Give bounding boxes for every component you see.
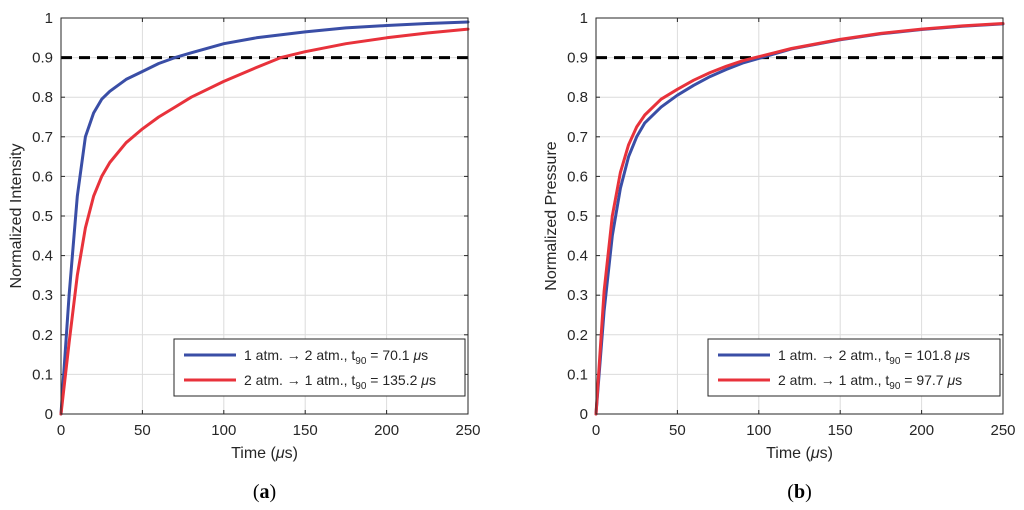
legend-unit: s (429, 372, 436, 388)
legend-box (707, 338, 1001, 397)
x-tick-label: 250 (990, 422, 1015, 439)
legend-unit: s (963, 347, 970, 363)
x-axis-label-unit: s) (285, 445, 298, 462)
y-tick-label: 0.3 (567, 287, 588, 304)
x-axis-label-mu: μ (275, 445, 285, 462)
panel-label-letter: a (260, 481, 270, 503)
panel-label: (b) (787, 481, 811, 503)
panel-label-paren-open: ( (253, 481, 260, 503)
panel-label-paren-open: ( (787, 481, 794, 503)
x-tick-label: 250 (455, 422, 480, 439)
y-tick-label: 0.2 (32, 327, 53, 344)
legend-subscript: 90 (355, 356, 367, 367)
y-tick-label: 0 (580, 406, 588, 423)
legend-unit: s (421, 347, 428, 363)
x-tick-label: 0 (592, 422, 600, 439)
y-tick-label: 1 (45, 10, 53, 27)
panel-label-paren-close: ) (270, 481, 277, 503)
x-axis-label-main: Time ( (766, 445, 811, 462)
panel-label: (a) (253, 481, 276, 503)
y-tick-label: 0 (45, 406, 53, 423)
legend-mu: μ (946, 372, 955, 388)
x-axis-label-mu: μ (810, 445, 820, 462)
y-axis-label: Normalized Intensity (8, 144, 25, 289)
legend-label-1: 1 atm. → 2 atm., t90 = 70.1 μs (244, 347, 428, 367)
y-tick-label: 0.5 (567, 208, 588, 225)
legend-text-prefix: 2 atm. → 1 atm., t (244, 372, 355, 388)
x-axis-label-main: Time ( (231, 445, 276, 462)
legend-text-prefix: 1 atm. → 2 atm., t (244, 347, 355, 363)
series-line-2 (594, 22, 1005, 416)
x-tick-label: 50 (669, 422, 686, 439)
y-tick-label: 0.4 (32, 248, 53, 265)
legend: 1 atm. → 2 atm., t90 = 101.8 μs2 atm. → … (707, 338, 1001, 397)
legend-mu: μ (420, 372, 429, 388)
legend-text-value: = 135.2 (366, 372, 421, 388)
x-tick-label: 100 (211, 422, 236, 439)
x-tick-label: 50 (134, 422, 151, 439)
legend-subscript: 90 (889, 356, 901, 367)
y-tick-label: 0.9 (567, 50, 588, 67)
legend-text-value: = 70.1 (366, 347, 413, 363)
y-tick-label: 0.4 (567, 248, 588, 265)
y-tick-label: 0.6 (567, 168, 588, 185)
x-axis-label: Time (μs) (766, 445, 833, 462)
axes-box (60, 17, 469, 415)
legend-text-prefix: 1 atm. → 2 atm., t (778, 347, 889, 363)
axes-box (595, 17, 1004, 415)
y-tick-label: 1 (580, 10, 588, 27)
legend-subscript: 90 (889, 381, 901, 392)
legend-text-value: = 97.7 (900, 372, 947, 388)
legend-box (173, 338, 466, 397)
series-line-1 (59, 20, 470, 416)
x-axis-label-unit: s) (820, 445, 833, 462)
y-tick-label: 0.7 (32, 129, 53, 146)
y-tick-label: 0.1 (567, 366, 588, 383)
legend-label-2: 2 atm. → 1 atm., t90 = 135.2 μs (244, 372, 436, 392)
legend-text-prefix: 2 atm. → 1 atm., t (778, 372, 889, 388)
panel-label-letter: b (794, 481, 805, 503)
legend-label-1: 1 atm. → 2 atm., t90 = 101.8 μs (778, 347, 970, 367)
chart-panel-b: 0 50 100 150 200 250 0 0.1 0.2 0.3 0.4 0.5 0.6 0.7 0.8… (543, 10, 1016, 503)
x-axis-label: Time (μs) (231, 445, 298, 462)
panel-label-paren-close: ) (805, 481, 812, 503)
legend-subscript: 90 (355, 381, 367, 392)
legend-mu: μ (954, 347, 963, 363)
x-tick-label: 200 (909, 422, 934, 439)
x-tick-label: 0 (57, 422, 65, 439)
chart-panel-a: 0 50 100 150 200 250 0 0.1 0.2 0.3 0.4 0.5 0.6 0.7 0.8… (8, 10, 481, 503)
y-tick-label: 0.2 (567, 327, 588, 344)
series-line-2 (59, 27, 470, 416)
y-tick-label: 0.8 (567, 89, 588, 106)
y-tick-label: 0.6 (32, 168, 53, 185)
x-tick-label: 200 (374, 422, 399, 439)
legend-text-value: = 101.8 (900, 347, 955, 363)
legend-unit: s (955, 372, 962, 388)
legend-label-2: 2 atm. → 1 atm., t90 = 97.7 μs (778, 372, 962, 392)
y-tick-label: 0.5 (32, 208, 53, 225)
legend-mu: μ (412, 347, 421, 363)
y-tick-label: 0.3 (32, 287, 53, 304)
y-tick-label: 0.8 (32, 89, 53, 106)
x-tick-label: 150 (828, 422, 853, 439)
y-tick-label: 0.1 (32, 366, 53, 383)
x-tick-label: 100 (746, 422, 771, 439)
y-tick-label: 0.9 (32, 50, 53, 67)
y-tick-label: 0.7 (567, 129, 588, 146)
x-tick-label: 150 (293, 422, 318, 439)
legend: 1 atm. → 2 atm., t90 = 70.1 μs2 atm. → 1… (173, 338, 466, 397)
y-axis-label: Normalized Pressure (543, 141, 560, 290)
